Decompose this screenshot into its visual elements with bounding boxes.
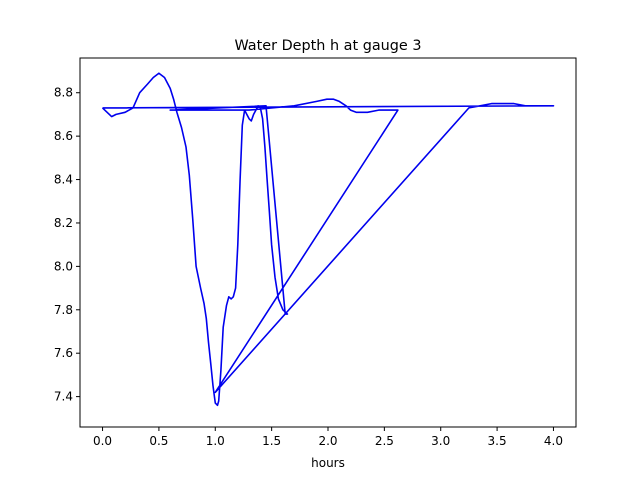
x-tick-label: 1.0 xyxy=(206,434,225,448)
x-tick-label: 4.0 xyxy=(544,434,563,448)
y-tick-label: 8.8 xyxy=(54,86,73,100)
x-tick-label: 1.5 xyxy=(262,434,281,448)
y-tick-label: 8.4 xyxy=(54,173,73,187)
series-line-0 xyxy=(101,72,555,407)
y-tick-label: 7.8 xyxy=(54,303,73,317)
x-tick-label: 2.0 xyxy=(318,434,337,448)
y-axis: 7.4 7.6 7.8 8.0 8.2 8.4 8.6 8.8 xyxy=(54,86,80,404)
x-axis: 0.0 0.5 1.0 1.5 2.0 2.5 3.0 3.5 4.0 xyxy=(93,427,563,448)
x-tick-label: 0.0 xyxy=(93,434,112,448)
chart-title: Water Depth h at gauge 3 xyxy=(234,38,421,54)
y-tick-label: 8.0 xyxy=(54,259,73,273)
plot-area xyxy=(101,72,555,407)
axes-frame xyxy=(79,57,577,428)
y-tick-label: 7.6 xyxy=(54,346,73,360)
x-axis-label: hours xyxy=(311,456,345,470)
y-tick-label: 8.6 xyxy=(54,129,73,143)
x-tick-label: 0.5 xyxy=(149,434,168,448)
y-tick-label: 7.4 xyxy=(54,390,73,404)
y-tick-label: 8.2 xyxy=(54,216,73,230)
x-tick-label: 3.5 xyxy=(488,434,507,448)
x-tick-label: 3.0 xyxy=(431,434,450,448)
x-tick-label: 2.5 xyxy=(375,434,394,448)
